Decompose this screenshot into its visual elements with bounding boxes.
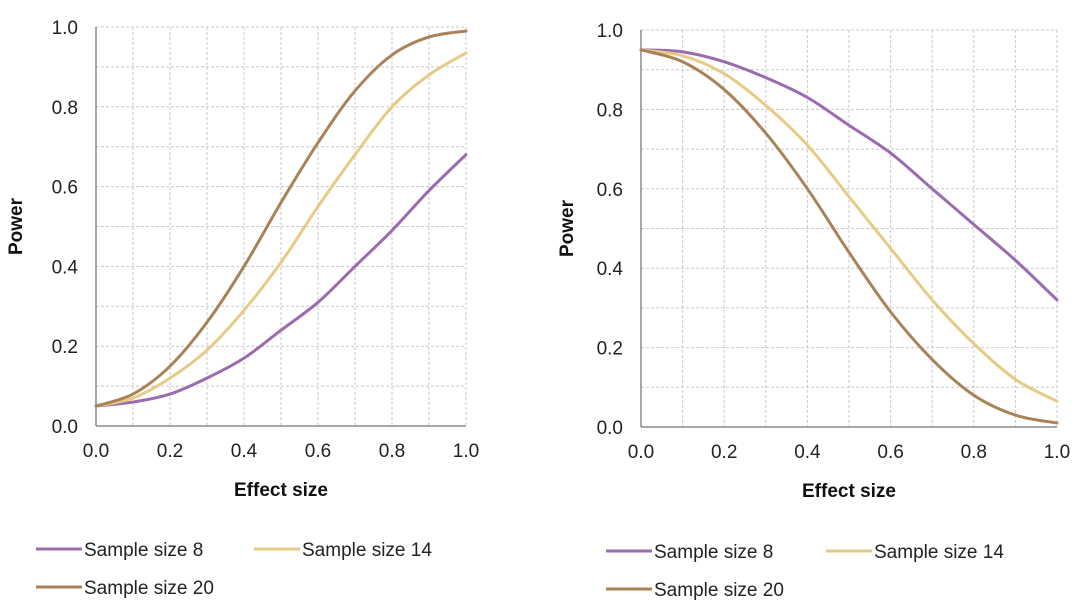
y-tick-label: 0.4 (597, 259, 624, 280)
y-axis-title: Power (557, 199, 578, 257)
legend-label: Sample size 14 (874, 542, 1004, 563)
x-tick-label: 0.8 (961, 442, 987, 463)
x-axis-title: Effect size (234, 480, 328, 501)
legend-item: Sample size 14 (254, 540, 432, 561)
x-tick-label: 0.2 (157, 441, 183, 462)
gridlines (641, 29, 1058, 427)
y-tick-label: 1.0 (597, 21, 623, 42)
y-tick-label: 0.2 (597, 339, 623, 360)
y-tick-label: 0.8 (52, 98, 78, 119)
series-line-sample-size-20 (94, 29, 468, 408)
x-tick-label: 0.4 (794, 442, 821, 463)
x-axis-title: Effect size (802, 481, 896, 502)
y-tick-label: 0.0 (52, 417, 78, 438)
x-tick-label: 0.6 (305, 441, 331, 462)
y-axis-title: Power (6, 197, 27, 255)
x-tick-label: 0.4 (231, 441, 258, 462)
series-line-sample-size-14 (639, 48, 1059, 403)
gridlines (96, 26, 467, 426)
series-line-sample-size-14 (94, 51, 468, 408)
y-tick-label: 0.4 (52, 257, 79, 278)
legend-label: Sample size 8 (84, 540, 203, 561)
legend-label: Sample size 20 (84, 578, 214, 599)
legend-item: Sample size 14 (826, 542, 1004, 563)
legend-label: Sample size 8 (654, 542, 773, 563)
y-tick-label: 1.0 (52, 18, 78, 39)
x-tick-label: 1.0 (1044, 442, 1070, 463)
series-line-sample-size-8 (94, 153, 468, 408)
y-tick-label: 0.6 (597, 180, 623, 201)
legend-label: Sample size 14 (302, 540, 432, 561)
y-tick-label: 0.0 (597, 418, 623, 439)
legend-item: Sample size 20 (606, 580, 784, 601)
x-tick-label: 0.0 (628, 442, 654, 463)
chart-1: 0.0 0.2 0.4 0.6 0.8 1.0 0.0 0.2 0.4 0.6 0.8 1.0 Effe… (6, 18, 479, 599)
x-tick-label: 0.0 (83, 441, 109, 462)
x-tick-label: 1.0 (453, 441, 479, 462)
y-tick-label: 0.8 (597, 100, 623, 121)
legend: Sample size 8 Sample size 14 Sample size 2… (36, 540, 432, 599)
chart-2: 0.0 0.2 0.4 0.6 0.8 1.0 0.0 0.2 0.4 0.6 0.8 1.0 Effe… (557, 21, 1070, 601)
x-tick-label: 0.2 (711, 442, 737, 463)
x-tick-label: 0.8 (379, 441, 405, 462)
legend-item: Sample size 8 (36, 540, 203, 561)
legend-item: Sample size 20 (36, 578, 214, 599)
series-line-sample-size-8 (639, 48, 1059, 302)
y-tick-label: 0.2 (52, 337, 78, 358)
legend: Sample size 8 Sample size 14 Sample size 2… (606, 542, 1004, 601)
legend-item: Sample size 8 (606, 542, 773, 563)
x-tick-label: 0.6 (877, 442, 903, 463)
y-tick-label: 0.6 (52, 178, 78, 199)
legend-label: Sample size 20 (654, 580, 784, 600)
series-line-sample-size-20 (639, 48, 1059, 425)
